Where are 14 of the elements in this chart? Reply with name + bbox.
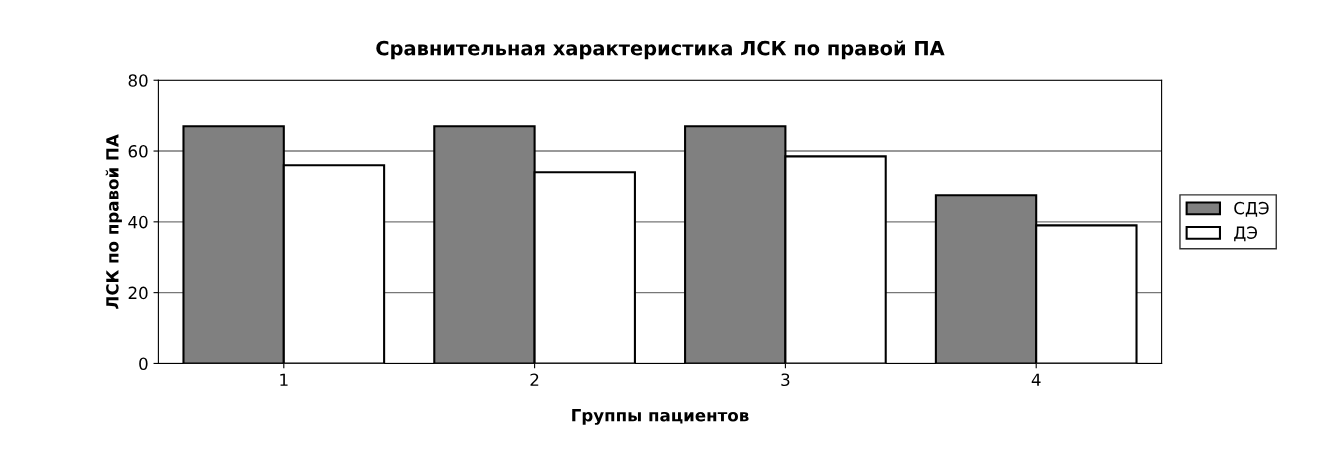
legend-label: СДЭ: [1234, 201, 1269, 217]
y-tick-label: 40: [128, 215, 148, 229]
y-tick-label: 20: [128, 286, 148, 300]
x-tick-label: 2: [530, 373, 539, 386]
legend-label: ДЭ: [1234, 226, 1258, 242]
x-tick-label: 4: [1031, 373, 1041, 386]
x-tick-label: 1: [280, 373, 288, 386]
y-axis-title: ЛСК по правой ПА: [105, 134, 122, 309]
x-tick-label: 3: [781, 373, 790, 387]
y-tick-label: 0: [139, 357, 148, 371]
x-axis-title: Группы пациентов: [572, 409, 749, 425]
chart-title: Сравнительная характеристика ЛСК по правой ПА: [376, 40, 945, 60]
y-tick-label: 60: [128, 145, 148, 158]
y-tick-label: 80: [128, 74, 148, 87]
